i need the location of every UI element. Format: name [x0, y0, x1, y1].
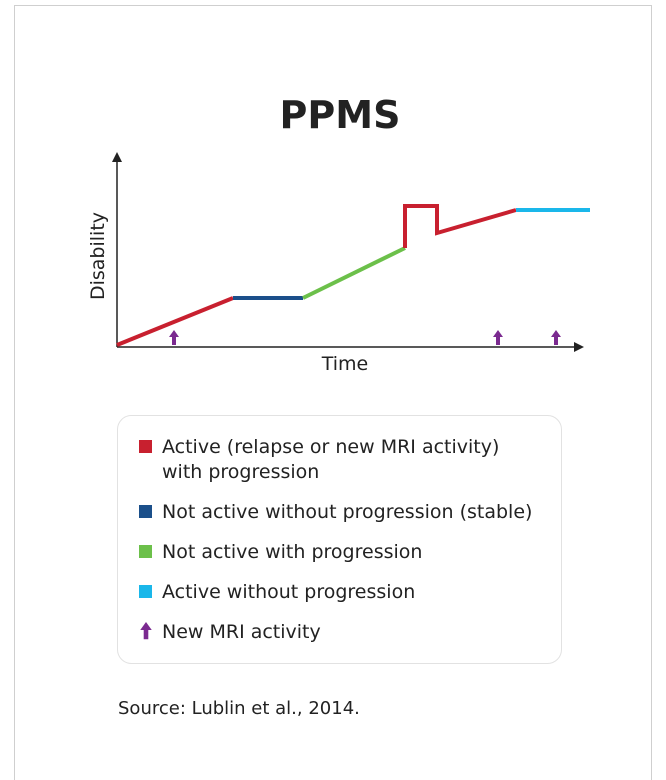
y-label: Disability: [87, 212, 109, 300]
source: Source: Lublin et al., 2014.: [118, 698, 360, 719]
y-arrow: [112, 152, 122, 162]
legend-label: Not active without progression (stable): [162, 501, 532, 523]
mri-arrow: [169, 330, 179, 345]
legend-box: [117, 415, 562, 664]
x-arrow: [574, 342, 584, 352]
legend-swatch: [139, 440, 152, 453]
x-label: Time: [321, 353, 369, 375]
curve-segment: [302, 246, 406, 300]
axes: [116, 158, 578, 348]
legend: Active (relapse or new MRI activity) with…: [139, 436, 532, 643]
mri-arrows: [169, 330, 561, 345]
mri-arrow: [551, 330, 561, 345]
mri-arrow: [140, 622, 152, 640]
legend-label: Not active with progression: [162, 541, 422, 563]
legend-swatch: [139, 505, 152, 518]
curve: [116, 204, 590, 347]
curve-segment: [403, 204, 517, 248]
legend-label: New MRI activity: [162, 621, 321, 643]
legend-swatch: [139, 585, 152, 598]
mri-arrow: [493, 330, 503, 345]
title: PPMS: [280, 93, 401, 137]
legend-swatch: [139, 545, 152, 558]
legend-label: Active (relapse or new MRI activity): [162, 436, 499, 458]
legend-label: Active without progression: [162, 581, 415, 603]
curve-segment: [116, 296, 234, 347]
legend-label: with progression: [162, 461, 319, 483]
